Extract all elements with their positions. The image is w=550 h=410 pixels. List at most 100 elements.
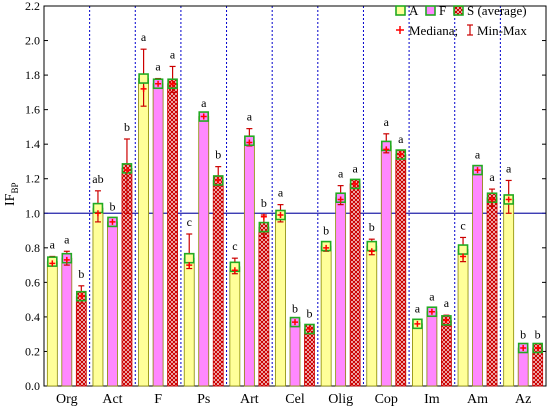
- bar-s: [212, 180, 224, 387]
- median-marker: [414, 320, 421, 327]
- significance-letter: b: [323, 224, 329, 238]
- bar-a: [412, 323, 423, 387]
- category-label: Az: [515, 392, 531, 407]
- significance-letter: b: [124, 120, 130, 134]
- legend-swatch-a: [395, 5, 406, 16]
- bar-s: [258, 226, 270, 387]
- median-marker: [292, 319, 298, 326]
- significance-letter: a: [170, 47, 176, 61]
- significance-letter: ab: [92, 172, 103, 186]
- category-label: F: [154, 392, 162, 407]
- median-marker: [200, 113, 207, 120]
- legend-label-s: S (average): [467, 3, 527, 18]
- median-marker: [215, 177, 222, 184]
- significance-letter: a: [278, 186, 284, 200]
- bar-a: [275, 214, 286, 387]
- median-marker: [260, 213, 267, 220]
- significance-letter: b: [307, 307, 313, 321]
- significance-letter: b: [109, 199, 115, 213]
- significance-letter: a: [475, 148, 481, 162]
- median-marker: [277, 212, 284, 218]
- median-marker: [323, 244, 330, 251]
- plot-background: [43, 5, 547, 387]
- significance-letter: a: [506, 161, 512, 175]
- y-tick-label: 2.2: [25, 0, 40, 13]
- bar-f: [335, 197, 347, 387]
- bar-a: [229, 266, 241, 387]
- bar-a: [457, 249, 469, 387]
- median-marker: [383, 146, 390, 153]
- median-marker: [460, 253, 467, 260]
- median-marker: [443, 317, 450, 324]
- category-label: Act: [102, 392, 122, 407]
- y-tick-label: 1.2: [25, 172, 40, 186]
- median-marker: [352, 180, 359, 187]
- median-marker: [397, 151, 404, 158]
- legend-swatch-f: [425, 5, 436, 16]
- mean-marker: [457, 244, 469, 255]
- median-marker: [94, 210, 101, 217]
- bar-a: [46, 261, 58, 387]
- mean-marker: [138, 73, 149, 84]
- bar-a: [138, 78, 149, 387]
- median-marker: [169, 80, 176, 87]
- significance-letter: b: [369, 220, 375, 234]
- category-label: Cop: [375, 392, 398, 407]
- significance-letter: a: [415, 301, 421, 315]
- median-marker: [306, 326, 313, 332]
- y-axis-label: IFBP: [3, 183, 20, 206]
- median-marker: [505, 196, 512, 203]
- significance-letter: a: [444, 296, 450, 310]
- category-label: Cel: [285, 392, 305, 407]
- median-marker: [155, 80, 162, 87]
- y-tick-label: 0.8: [25, 241, 40, 255]
- significance-letter: b: [215, 148, 221, 162]
- significance-letter: c: [187, 215, 192, 229]
- significance-letter: a: [155, 60, 161, 74]
- significance-letter: b: [261, 196, 267, 210]
- significance-letter: a: [50, 237, 56, 251]
- bar-f: [426, 311, 438, 387]
- significance-letter: a: [247, 110, 253, 124]
- significance-letter: a: [352, 161, 358, 175]
- bar-a: [92, 207, 104, 387]
- median-marker: [140, 85, 147, 92]
- bar-f: [107, 221, 118, 387]
- significance-letter: a: [384, 115, 390, 129]
- significance-letter: a: [429, 289, 435, 303]
- significance-letter: a: [338, 167, 344, 181]
- bar-f: [61, 257, 73, 387]
- bar-s: [75, 295, 87, 387]
- median-marker: [534, 345, 541, 351]
- bars-layer: [46, 78, 544, 387]
- error-bars-layer: [47, 48, 543, 354]
- significance-letter: b: [292, 301, 298, 315]
- bar-s: [167, 83, 178, 387]
- legend: A F S (average) Mediana; Min-Max: [395, 3, 527, 38]
- y-axis-label-subscript: BP: [10, 183, 20, 194]
- significance-letter: b: [520, 327, 526, 341]
- median-marker: [109, 218, 116, 225]
- category-label: Ps: [197, 392, 210, 407]
- bar-s: [532, 347, 544, 387]
- y-tick-label: 2.0: [25, 34, 40, 48]
- bar-s: [349, 183, 361, 387]
- y-tick-label: 1.0: [25, 206, 40, 220]
- bar-f: [243, 140, 255, 387]
- category-label: Olig: [328, 392, 353, 407]
- legend-label-median: Mediana;: [409, 23, 458, 38]
- median-marker: [78, 293, 85, 300]
- significance-letter: a: [64, 232, 70, 246]
- bar-a: [183, 257, 195, 387]
- legend-label-a: A: [409, 3, 419, 18]
- median-marker: [186, 262, 193, 269]
- significance-letter: b: [78, 267, 84, 281]
- median-marker: [368, 248, 375, 255]
- y-tick-label: 0.6: [25, 275, 40, 289]
- y-tick-label: 1.8: [25, 68, 40, 82]
- median-marker: [520, 345, 527, 351]
- bar-f: [152, 83, 164, 387]
- y-tick-label: 1.4: [25, 137, 40, 151]
- median-marker: [231, 267, 238, 274]
